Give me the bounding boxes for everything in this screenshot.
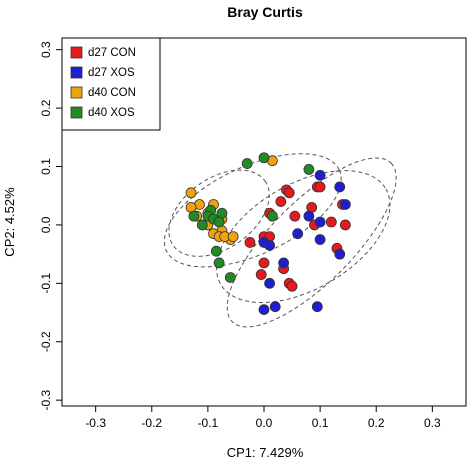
y-tick-label: -0.1 bbox=[39, 273, 53, 294]
point-series-2-12 bbox=[264, 277, 276, 289]
confidence-ellipse-3 bbox=[216, 170, 391, 304]
scatter-points bbox=[185, 152, 351, 316]
x-tick-label: -0.3 bbox=[85, 416, 106, 430]
legend: d27 CON d27 XOS d40 CON d40 XOS bbox=[61, 37, 161, 131]
y-axis-label: CP2: 4.52% bbox=[2, 187, 17, 257]
point-series-2-3 bbox=[339, 199, 351, 210]
point-series-2-4 bbox=[303, 210, 315, 222]
point-series-4-2 bbox=[241, 158, 253, 169]
point-series-3-2 bbox=[185, 187, 197, 199]
x-axis-label: CP1: 7.429% bbox=[227, 445, 304, 460]
y-tick-label: 0.3 bbox=[39, 41, 53, 58]
point-series-2-5 bbox=[314, 216, 326, 228]
point-series-2-8 bbox=[264, 239, 276, 251]
legend-label-1: d27 CON bbox=[88, 47, 136, 59]
x-tick-label: -0.1 bbox=[198, 416, 219, 430]
x-tick-label: 0.3 bbox=[424, 416, 441, 430]
legend-label-4: d40 XOS bbox=[88, 107, 135, 119]
legend-label-2: d27 XOS bbox=[88, 67, 135, 79]
y-axis-ticks: -0.3 -0.2 -0.1 0.0 0.1 0.2 0.3 bbox=[39, 41, 62, 411]
point-series-4-1 bbox=[258, 152, 270, 164]
point-series-2-14 bbox=[258, 304, 270, 316]
x-tick-label: -0.2 bbox=[141, 416, 162, 430]
point-series-1-21 bbox=[286, 280, 298, 292]
point-series-3-14 bbox=[227, 231, 239, 243]
chart-title: Bray Curtis bbox=[227, 4, 303, 20]
y-tick-label: 0.2 bbox=[39, 99, 53, 116]
x-tick-label: 0.0 bbox=[256, 416, 273, 430]
point-series-1-13 bbox=[244, 237, 256, 248]
point-series-4-12 bbox=[210, 245, 222, 257]
point-series-4-10 bbox=[196, 219, 208, 231]
point-series-2-6 bbox=[292, 228, 304, 240]
y-tick-label: -0.2 bbox=[39, 331, 53, 352]
legend-swatch-2 bbox=[70, 66, 83, 79]
point-series-1-5 bbox=[314, 181, 326, 193]
point-series-2-2 bbox=[334, 181, 346, 193]
point-series-4-9 bbox=[213, 216, 225, 228]
y-tick-label: -0.3 bbox=[39, 389, 53, 410]
confidence-ellipse-4 bbox=[226, 157, 397, 328]
point-series-1-11 bbox=[325, 216, 337, 228]
point-series-4-13 bbox=[213, 257, 225, 269]
legend-label-3: d40 CON bbox=[88, 87, 136, 99]
confidence-ellipse-1 bbox=[163, 153, 342, 268]
point-series-1-2 bbox=[283, 187, 295, 199]
confidence-ellipse-2 bbox=[168, 169, 270, 257]
point-series-1-3 bbox=[275, 196, 287, 207]
x-tick-label: 0.1 bbox=[312, 416, 329, 430]
point-series-2-11 bbox=[278, 257, 290, 269]
legend-swatch-4 bbox=[70, 106, 83, 119]
confidence-ellipses bbox=[163, 153, 397, 328]
point-series-2-1 bbox=[314, 169, 326, 181]
point-series-4-11 bbox=[267, 210, 278, 222]
point-series-1-9 bbox=[339, 219, 351, 231]
y-tick-label: 0.0 bbox=[39, 216, 53, 233]
legend-swatch-1 bbox=[70, 46, 83, 59]
point-series-2-13 bbox=[269, 301, 281, 313]
point-series-1-17 bbox=[258, 257, 270, 269]
point-series-1-19 bbox=[255, 269, 267, 280]
legend-swatch-3 bbox=[70, 86, 83, 99]
y-tick-label: 0.1 bbox=[39, 158, 53, 175]
x-axis-ticks: -0.3 -0.2 -0.1 0.0 0.1 0.2 0.3 bbox=[85, 406, 441, 430]
point-series-1-12 bbox=[289, 210, 301, 222]
point-series-2-15 bbox=[311, 301, 323, 313]
point-series-4-4 bbox=[188, 210, 200, 222]
point-series-4-3 bbox=[303, 164, 315, 175]
x-tick-label: 0.2 bbox=[368, 416, 385, 430]
point-series-2-9 bbox=[314, 234, 326, 245]
point-series-2-10 bbox=[334, 248, 346, 260]
point-series-4-14 bbox=[224, 272, 236, 283]
